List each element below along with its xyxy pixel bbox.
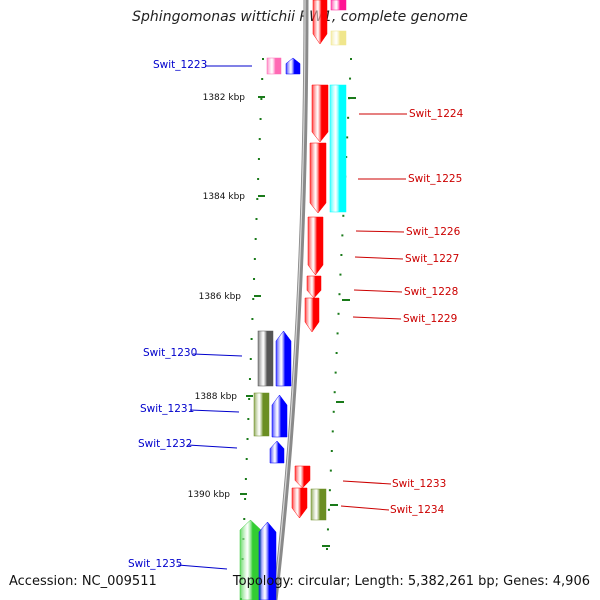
kbp-tick (258, 96, 265, 98)
genome-title: Sphingomonas wittichii RW1, complete gen… (132, 9, 468, 25)
gene-label[interactable]: Swit_1225 (408, 173, 462, 185)
gene-label[interactable]: Swit_1230 (143, 347, 197, 359)
gene-feature[interactable] (330, 0, 347, 11)
kbp-tick (240, 493, 247, 495)
scale-tick (336, 401, 344, 403)
kbp-label: 1382 kbp (203, 93, 246, 103)
gene-feature[interactable] (312, 0, 328, 45)
gene-label[interactable]: Swit_1232 (138, 438, 192, 450)
gene-feature[interactable] (294, 465, 311, 489)
gene-label-leader (189, 409, 240, 413)
gene-feature[interactable] (266, 57, 282, 75)
gene-label-leader (353, 289, 403, 293)
kbp-label: 1390 kbp (188, 490, 231, 500)
gene-label-leader (192, 353, 243, 357)
kbp-label: 1384 kbp (203, 192, 246, 202)
kbp-tick (254, 295, 261, 297)
gene-feature[interactable] (310, 488, 327, 521)
gene-label-leader (187, 444, 238, 449)
gene-feature[interactable] (275, 330, 292, 387)
gene-feature[interactable] (330, 30, 347, 46)
gene-feature[interactable] (307, 216, 324, 276)
gene-label-leader (355, 230, 405, 233)
gene-feature[interactable] (239, 519, 262, 600)
gene-feature[interactable] (269, 440, 285, 464)
gene-feature[interactable] (304, 297, 320, 333)
gene-label[interactable]: Swit_1231 (140, 403, 194, 415)
gene-label[interactable]: Swit_1235 (128, 558, 182, 570)
gene-feature[interactable] (253, 392, 270, 437)
scale-tick (342, 299, 350, 301)
gene-feature[interactable] (257, 330, 274, 387)
gene-label[interactable]: Swit_1228 (404, 286, 458, 298)
gene-feature[interactable] (258, 521, 277, 600)
gene-label-leader (177, 564, 228, 570)
gene-label[interactable]: Swit_1229 (403, 313, 457, 325)
scale-dots-left (240, 58, 264, 600)
gene-label-leader (342, 480, 392, 485)
gene-feature[interactable] (309, 142, 327, 214)
scale-tick (322, 545, 330, 547)
gene-label[interactable]: Swit_1224 (409, 108, 464, 120)
gene-label[interactable]: Swit_1233 (392, 478, 446, 490)
genome-summary-text: Topology: circular; Length: 5,382,261 bp… (232, 574, 590, 589)
gene-label-leader (340, 505, 390, 511)
gene-feature[interactable] (291, 487, 308, 519)
gene-label-leader (352, 316, 402, 320)
scale-tick (348, 97, 356, 99)
scale-tick (330, 504, 338, 506)
gene-label[interactable]: Swit_1223 (153, 59, 207, 71)
gene-label[interactable]: Swit_1227 (405, 253, 459, 265)
gene-feature[interactable] (271, 394, 288, 438)
gene-feature[interactable] (285, 57, 301, 75)
gene-feature[interactable] (311, 84, 329, 143)
gene-label-leader (354, 256, 404, 260)
gene-feature[interactable] (306, 275, 322, 299)
gene-feature[interactable] (329, 84, 347, 213)
gene-label[interactable]: Swit_1226 (406, 226, 461, 238)
genome-backbone (272, 0, 309, 600)
kbp-label: 1388 kbp (195, 392, 238, 402)
kbp-tick (246, 395, 253, 397)
gene-label[interactable]: Swit_1234 (390, 504, 445, 516)
accession-text: Accession: NC_009511 (9, 574, 157, 589)
kbp-label: 1386 kbp (199, 292, 242, 302)
kbp-tick (258, 195, 265, 197)
